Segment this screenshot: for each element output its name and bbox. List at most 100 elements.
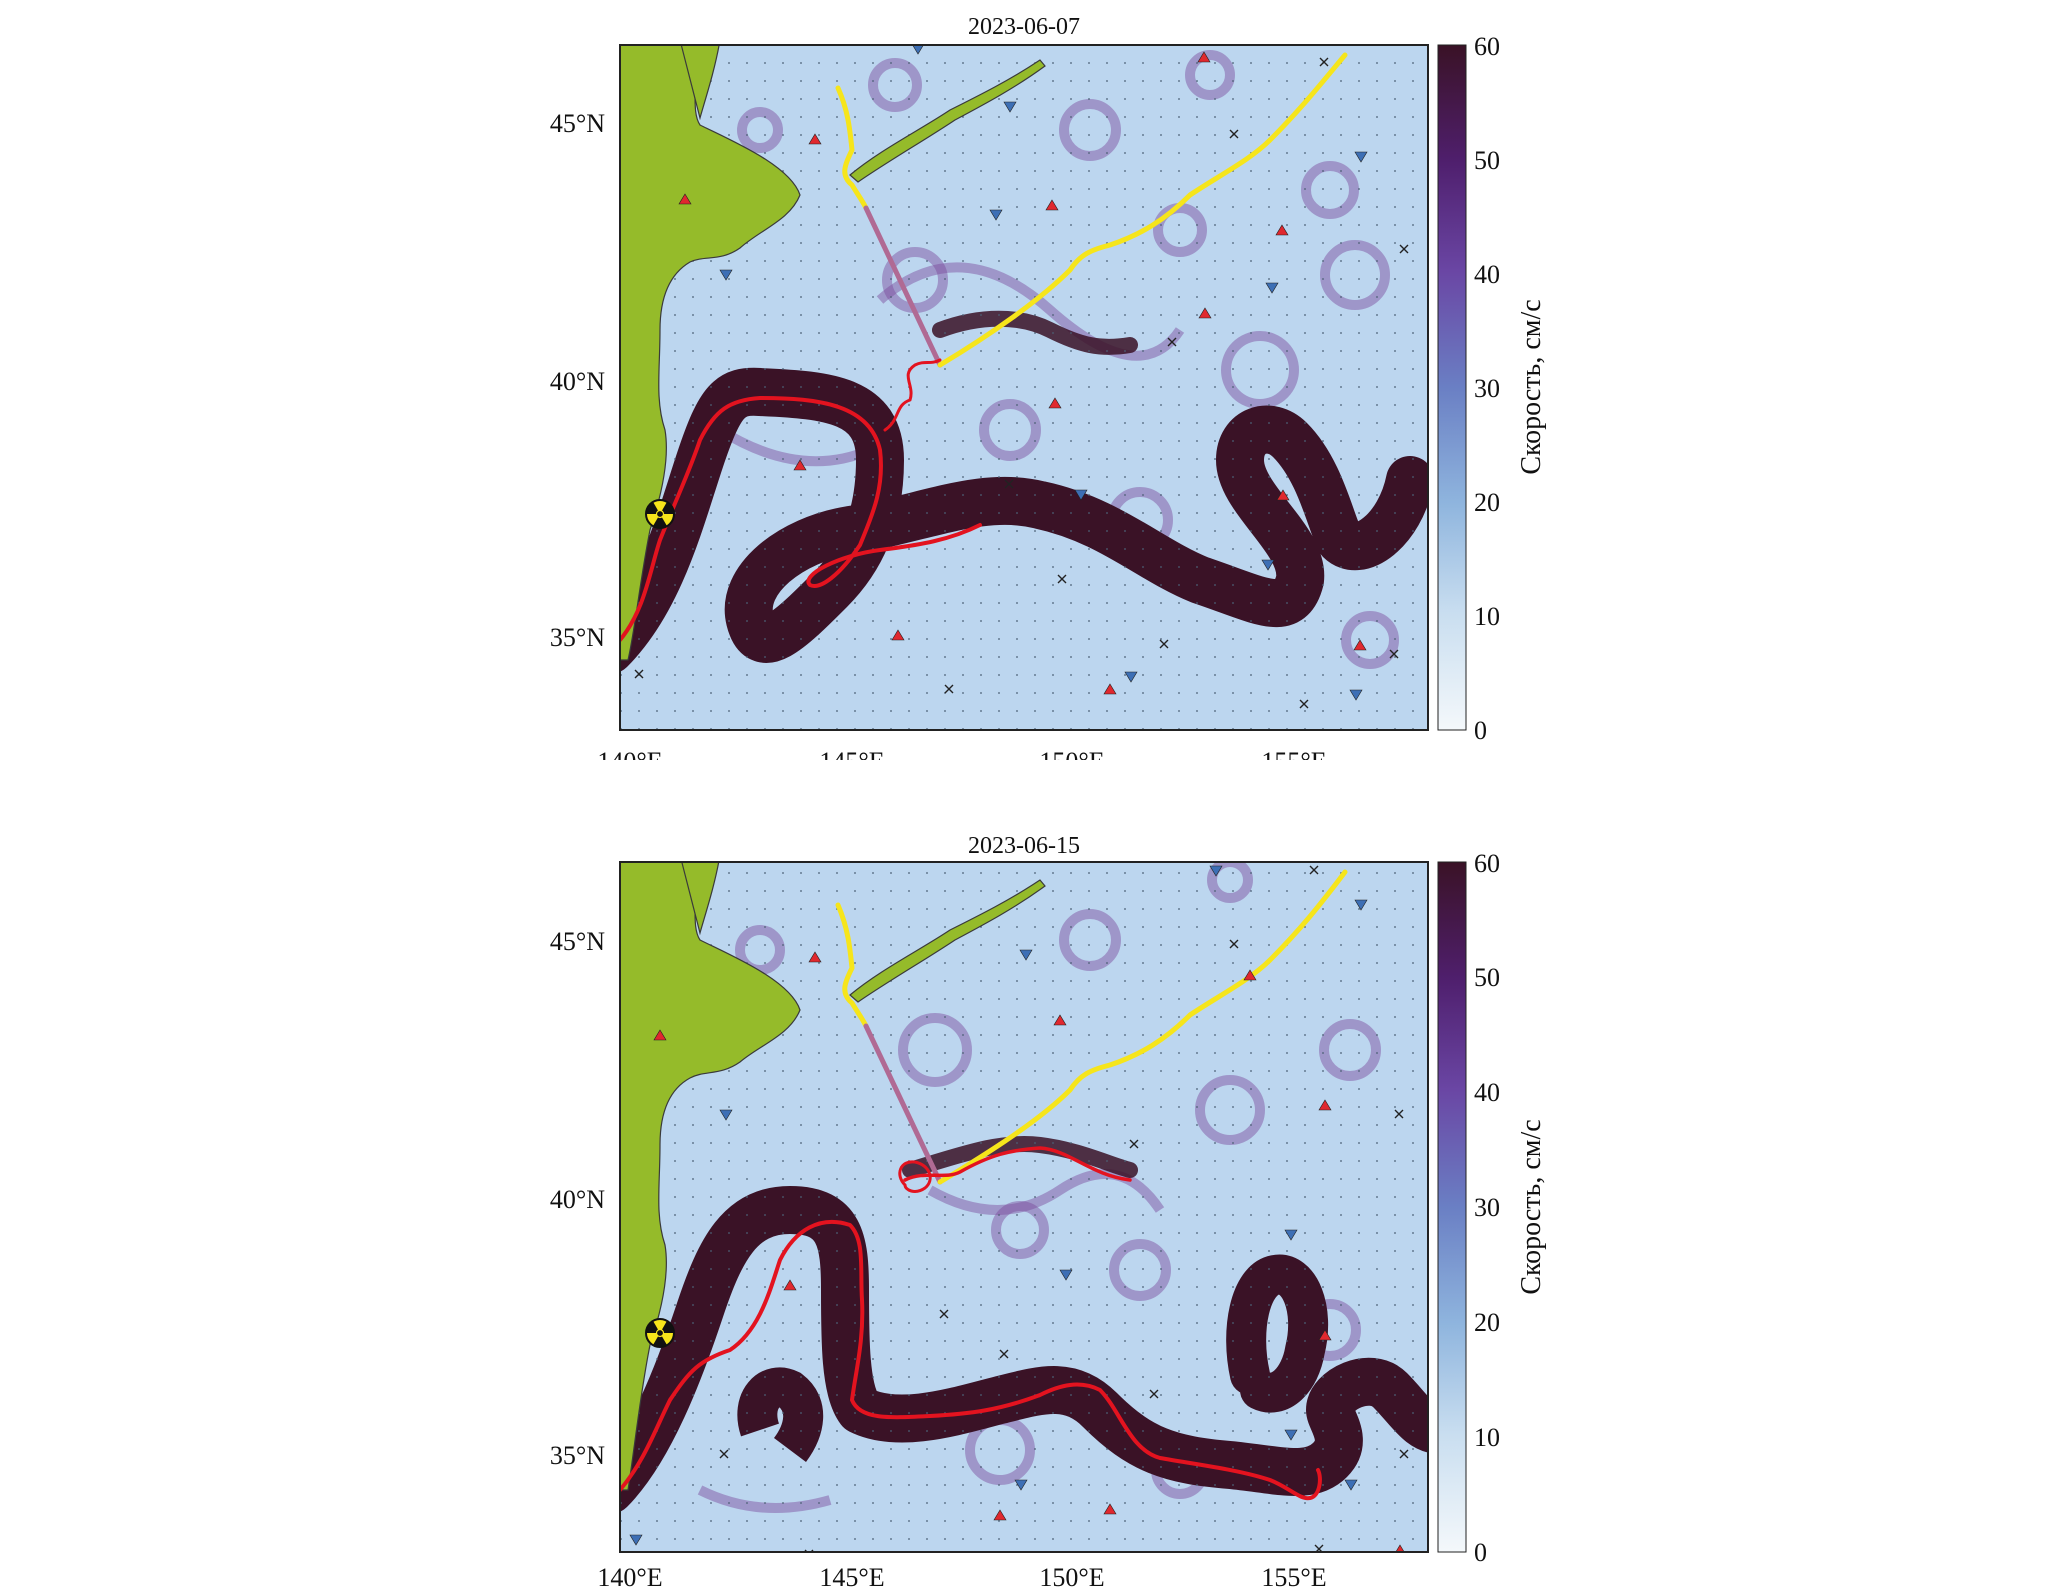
cross-icon [1167, 337, 1177, 347]
float-markers [629, 865, 1405, 1552]
lon-tick-140: 140°E [597, 747, 662, 760]
lon-tick-145: 145°E [819, 747, 884, 760]
colorbar: 0 10 20 30 40 50 60 Скорость, см/с [1437, 849, 1547, 1567]
lon-ticks: 140°E 145°E 150°E 155°E [597, 747, 1326, 760]
colorbar-tick: 0 [1474, 716, 1487, 745]
tracer-red-main [620, 396, 982, 642]
triangle-down-icon [989, 209, 1003, 221]
panel-title: 2023-06-15 [968, 833, 1080, 859]
map-area [620, 862, 1428, 1552]
triangle-down-icon [1003, 101, 1017, 113]
triangle-down-icon [1019, 949, 1033, 961]
cross-icon [939, 1309, 949, 1319]
cross-icon [1309, 865, 1319, 875]
colorbar-tick: 20 [1474, 488, 1500, 517]
tracer-yellow-west [835, 902, 869, 1029]
triangle-up-icon [1275, 224, 1289, 236]
triangle-down-icon [719, 269, 733, 281]
map-panel-bottom: 2023-06-15 [0, 810, 2067, 1591]
lat-tick-40: 40°N [550, 367, 605, 396]
panel-title: 2023-06-07 [968, 14, 1080, 40]
triangle-up-icon [793, 459, 807, 471]
lon-tick-150: 150°E [1039, 1563, 1104, 1591]
radiation-icon [645, 499, 675, 529]
colorbar-tick: 30 [1474, 1193, 1500, 1222]
triangle-up-icon [1318, 1099, 1332, 1111]
tracer-yellow-west [835, 85, 869, 211]
map-frame [619, 44, 1429, 731]
triangle-up-icon [783, 1279, 797, 1291]
land-japan [620, 45, 801, 661]
triangle-up-icon [1048, 397, 1062, 409]
cross-icon [1399, 244, 1409, 254]
cross-icon [1389, 649, 1399, 659]
colorbar-tick: 40 [1474, 260, 1500, 289]
tracer-mauve [863, 205, 943, 368]
triangle-up-icon [1197, 51, 1211, 63]
land-hokkaido-north [680, 45, 720, 121]
cross-icon [719, 1449, 729, 1459]
cross-icon [999, 1349, 1009, 1359]
triangle-up-icon [1276, 489, 1290, 501]
triangle-up-icon [1103, 683, 1117, 695]
triangle-up-icon [891, 629, 905, 641]
triangle-up-icon [1243, 969, 1257, 981]
tracer-yellow-east [937, 869, 1348, 1185]
cross-icon [1394, 1109, 1404, 1119]
cross-icon [1159, 639, 1169, 649]
triangle-down-icon [1354, 151, 1368, 163]
colorbar-tick: 30 [1474, 374, 1500, 403]
colorbar-tick: 10 [1474, 602, 1500, 631]
triangle-down-icon [1074, 489, 1088, 501]
colorbar-tick: 50 [1474, 963, 1500, 992]
triangle-up-icon [1198, 307, 1212, 319]
lon-tick-155: 155°E [1261, 1563, 1326, 1591]
triangle-up-icon [1353, 639, 1367, 651]
colorbar: 0 10 20 30 40 50 60 Скорость, см/с [1437, 32, 1547, 745]
triangle-up-icon [1318, 1329, 1332, 1341]
colorbar-gradient [1437, 861, 1467, 1553]
triangle-up-icon [678, 193, 692, 205]
lat-tick-35: 35°N [550, 623, 605, 652]
triangle-up-icon [808, 951, 822, 963]
cross-icon [1149, 1389, 1159, 1399]
triangle-up-icon [1103, 1503, 1117, 1515]
lat-tick-45: 45°N [550, 109, 605, 138]
lat-tick-40: 40°N [550, 1185, 605, 1214]
triangle-down-icon [1014, 1479, 1028, 1491]
colorbar-tick: 40 [1474, 1078, 1500, 1107]
triangle-up-icon [1053, 1014, 1067, 1026]
triangle-down-icon [1265, 282, 1279, 294]
tracer-red-front [903, 1146, 1132, 1182]
float-markers [678, 45, 1368, 701]
colorbar-tick: 10 [1474, 1423, 1500, 1452]
triangle-down-icon [629, 1534, 643, 1546]
cross-icon [1129, 1139, 1139, 1149]
cross-icon [1004, 479, 1014, 489]
cross-icon [1399, 1449, 1409, 1459]
lon-ticks: 140°E 145°E 150°E 155°E [597, 1563, 1326, 1591]
colorbar-tick: 20 [1474, 1308, 1500, 1337]
map-panel-top: 2023-06-07 [0, 0, 2067, 760]
cross-icon [1057, 574, 1067, 584]
cross-icon [1319, 57, 1329, 67]
triangle-down-icon [1261, 559, 1275, 571]
triangle-down-icon [1344, 1479, 1358, 1491]
triangle-down-icon [1284, 1229, 1298, 1241]
radiation-icon [645, 1318, 675, 1348]
lat-ticks: 45°N 40°N 35°N [550, 109, 605, 652]
cross-icon [944, 684, 954, 694]
lat-tick-35: 35°N [550, 1441, 605, 1470]
tracer-red-main [620, 1219, 1322, 1501]
triangle-up-icon [653, 1029, 667, 1041]
triangle-down-icon [719, 1109, 733, 1121]
tracer-red-north [883, 358, 942, 432]
colorbar-tick: 0 [1474, 1538, 1487, 1567]
tracer-red-loop [898, 1160, 932, 1193]
cross-markers [634, 57, 1409, 709]
colorbar-tick: 50 [1474, 146, 1500, 175]
lon-tick-155: 155°E [1261, 747, 1326, 760]
triangle-down-icon [1349, 689, 1363, 701]
map-area [620, 45, 1428, 730]
tracer-yellow-east [937, 52, 1348, 368]
